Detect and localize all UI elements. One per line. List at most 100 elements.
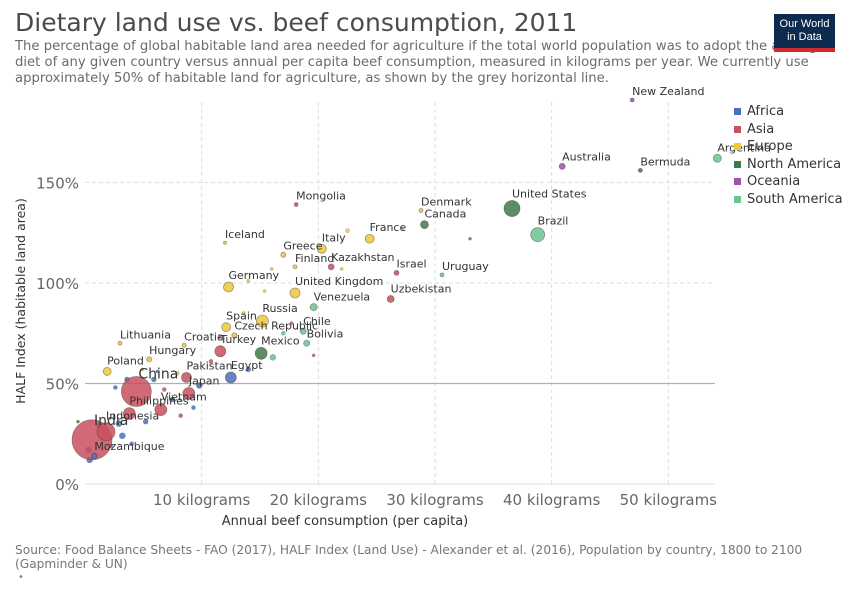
data-point (217, 335, 221, 340)
data-point (530, 227, 546, 243)
data-point (223, 281, 234, 293)
legend-swatch (734, 125, 741, 133)
data-points (71, 97, 722, 464)
legend-item-europe[interactable]: Europe (734, 138, 843, 156)
point-label: Brazil (538, 215, 569, 228)
point-label: Egypt (231, 359, 263, 372)
point-label: Mongolia (296, 190, 346, 203)
data-point (468, 236, 472, 241)
data-point (154, 403, 168, 417)
data-point (169, 396, 176, 403)
footer-marker: • (18, 572, 24, 583)
source-note: Source: Food Balance Sheets - FAO (2017)… (15, 543, 803, 571)
point-label: Israel (397, 257, 427, 270)
data-point (712, 153, 722, 163)
legend-item-asia[interactable]: Asia (734, 121, 843, 139)
legend-swatch (734, 160, 741, 168)
data-point (439, 272, 445, 278)
point-label: Turkey (219, 333, 256, 346)
data-point (129, 441, 134, 447)
legend-item-north-america[interactable]: North America (734, 156, 843, 174)
data-point (558, 162, 566, 170)
chart-subtitle: The percentage of global habitable land … (15, 39, 826, 86)
point-label: Canada (425, 208, 467, 221)
x-tick-label: 30 kilograms (386, 491, 484, 509)
legend: Africa Asia Europe North America Oceania… (734, 103, 843, 208)
data-point (223, 240, 227, 245)
point-label: Pakistan (187, 359, 233, 372)
data-point (418, 208, 424, 213)
point-label: United States (512, 188, 587, 201)
y-tick-label: 0% (55, 476, 79, 494)
data-point (292, 264, 298, 270)
data-point (289, 287, 301, 299)
point-label: Chile (303, 315, 331, 328)
point-label: Bolivia (307, 327, 344, 340)
point-label: Czech Republic (234, 320, 318, 333)
point-label: Finland (295, 252, 334, 265)
x-tick-label: 50 kilograms (620, 491, 718, 509)
legend-item-south-america[interactable]: South America (734, 191, 843, 209)
legend-item-africa[interactable]: Africa (734, 103, 843, 121)
point-label: Philippines (129, 395, 189, 408)
data-point (386, 295, 395, 303)
legend-swatch (734, 108, 741, 116)
data-point (293, 202, 299, 207)
point-label: Iceland (225, 228, 265, 241)
x-axis-title: Annual beef consumption (per capita) (222, 514, 469, 529)
y-tick-label: 100% (36, 275, 79, 293)
data-point (254, 346, 268, 360)
y-axis-title: HALF Index (habitable land area) (13, 198, 28, 404)
data-point (221, 322, 232, 333)
legend-label: Africa (747, 104, 785, 120)
legend-swatch (734, 143, 741, 151)
point-labels: New Zealand Australia Argentina Bermuda Unit… (94, 85, 771, 453)
data-point (345, 228, 350, 233)
point-label: Poland (107, 354, 144, 367)
data-point (182, 387, 196, 400)
data-point (393, 269, 400, 276)
data-point (246, 279, 251, 283)
point-label: Greece (283, 239, 322, 252)
point-label: Kazakhstan (331, 251, 394, 264)
point-label: China (138, 367, 178, 383)
point-label: United Kingdom (295, 275, 383, 288)
point-label: Uzbekistan (391, 283, 452, 296)
data-point (115, 420, 123, 427)
data-point (629, 97, 635, 103)
point-label: Australia (562, 150, 611, 163)
legend-label: South America (747, 191, 843, 207)
data-point (214, 345, 227, 358)
point-label: Japan (188, 375, 220, 388)
axes: 0% 50% 100% 150% 10 kilograms 20 kilograms 30 … (13, 174, 717, 529)
data-point (420, 220, 429, 230)
data-point (196, 382, 203, 389)
legend-swatch (734, 195, 741, 203)
data-point (289, 321, 294, 325)
y-tick-label: 50% (46, 375, 79, 393)
legend-item-oceania[interactable]: Oceania (734, 173, 843, 191)
data-point (155, 369, 160, 374)
legend-swatch (734, 178, 741, 186)
data-point (309, 303, 318, 311)
data-point (269, 354, 277, 361)
data-point (503, 200, 521, 217)
y-tick-label: 150% (36, 174, 79, 192)
x-tick-label: 10 kilograms (153, 491, 251, 509)
point-label: Indonesia (106, 410, 159, 423)
legend-label: Asia (747, 121, 775, 137)
data-point (122, 407, 136, 421)
point-label: Russia (262, 302, 297, 315)
point-label: Italy (322, 231, 346, 244)
data-point (174, 371, 180, 376)
data-point (117, 340, 123, 346)
point-label: India (94, 413, 128, 429)
owid-logo[interactable]: Our World in Data (774, 14, 835, 52)
legend-label: Europe (747, 139, 793, 155)
data-point (269, 267, 274, 271)
chart-title: Dietary land use vs. beef consumption, 2… (15, 8, 578, 37)
data-point (311, 353, 316, 358)
data-point (303, 339, 311, 347)
point-label: Bermuda (640, 155, 690, 168)
